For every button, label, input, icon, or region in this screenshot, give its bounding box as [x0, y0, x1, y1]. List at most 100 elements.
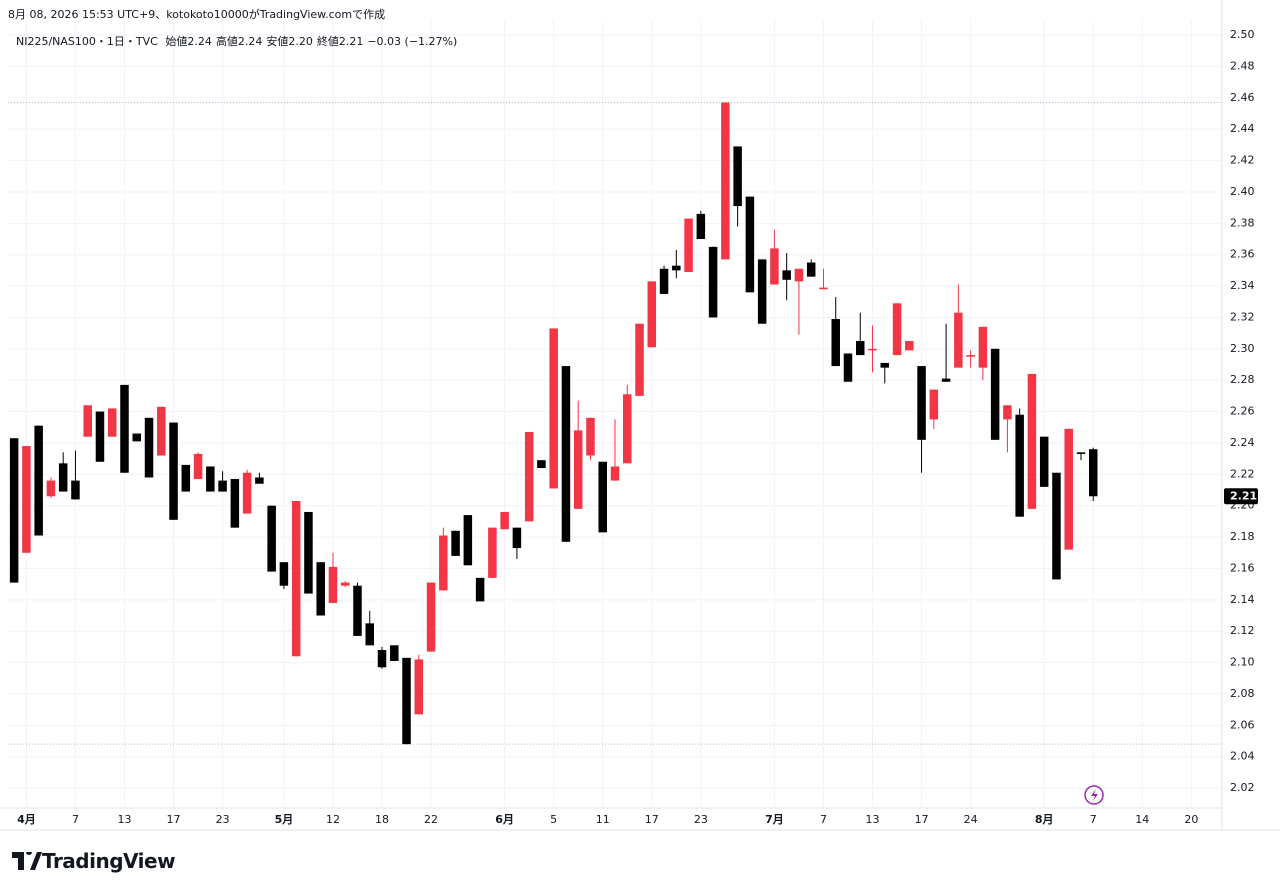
candle-body — [819, 287, 828, 290]
x-tick-label: 7 — [72, 813, 79, 826]
candle-body — [892, 303, 902, 356]
candle-body — [978, 326, 988, 368]
candle-body — [1003, 405, 1012, 420]
candle-body — [990, 348, 1000, 440]
candle-body — [291, 500, 301, 657]
candle-body — [647, 281, 657, 348]
candle-body — [22, 446, 31, 553]
x-tick-label: 18 — [375, 813, 389, 826]
x-tick-label: 8月 — [1035, 813, 1054, 826]
candle-body — [561, 366, 571, 542]
x-tick-label: 17 — [167, 813, 181, 826]
x-tick-label: 7 — [820, 813, 827, 826]
candle-body — [120, 384, 129, 473]
x-tick-label: 23 — [216, 813, 230, 826]
stat-value: 2.24 — [237, 35, 263, 48]
candle-body — [806, 262, 816, 277]
candle-body — [267, 505, 276, 572]
y-tick-label: 2.02 — [1230, 781, 1255, 794]
candle-body — [917, 366, 926, 440]
y-tick-label: 2.18 — [1230, 530, 1255, 543]
candle-body — [402, 657, 411, 745]
candle-body — [193, 453, 203, 480]
candle-body — [868, 348, 877, 351]
candle-body — [439, 535, 448, 591]
candle-body — [304, 511, 313, 594]
candle-body — [659, 268, 669, 294]
replay-icon — [1091, 789, 1098, 801]
x-tick-label: 4月 — [17, 813, 36, 826]
candle-body — [1052, 472, 1061, 580]
y-tick-label: 2.48 — [1230, 59, 1255, 72]
y-tick-label: 2.04 — [1230, 750, 1255, 763]
candle-body — [757, 259, 767, 324]
candle-body — [1027, 373, 1037, 509]
candle-body — [586, 417, 595, 456]
candle-body — [500, 511, 509, 530]
candle-body — [929, 389, 939, 420]
candle-body — [549, 328, 558, 489]
x-tick-label: 11 — [596, 813, 610, 826]
candle-body — [340, 582, 350, 586]
y-tick-label: 2.22 — [1230, 467, 1255, 480]
candle-body — [144, 417, 154, 478]
x-tick-label: 7月 — [765, 813, 784, 826]
candle-body — [1076, 452, 1086, 454]
candle-body — [745, 196, 755, 293]
candle-body — [316, 562, 325, 616]
candle-body — [941, 378, 951, 382]
candle-body — [426, 582, 436, 652]
candle-body — [1088, 449, 1098, 497]
candle-body — [328, 566, 338, 603]
stat-label: 安値 — [266, 35, 289, 48]
candle-body — [610, 466, 620, 481]
y-tick-label: 2.30 — [1230, 342, 1255, 355]
candle-body — [414, 659, 424, 715]
y-tick-label: 2.28 — [1230, 373, 1255, 386]
candle-body — [880, 362, 890, 368]
x-tick-label: 23 — [694, 813, 708, 826]
y-tick-label: 2.16 — [1230, 561, 1255, 574]
candle-body — [353, 585, 362, 636]
candle-body — [696, 213, 706, 240]
y-tick-label: 2.36 — [1230, 248, 1255, 261]
candle-body — [488, 527, 497, 578]
stat-label: 高値 — [215, 35, 238, 48]
candle-body — [733, 146, 742, 207]
x-tick-label: 5 — [550, 813, 557, 826]
candle-body — [1015, 414, 1024, 517]
candle-body — [954, 312, 963, 368]
y-tick-label: 2.34 — [1230, 279, 1255, 292]
y-tick-label: 2.40 — [1230, 185, 1255, 198]
candle-body — [9, 438, 19, 583]
candle-body — [635, 323, 644, 396]
candle-body — [794, 268, 804, 282]
x-tick-label: 22 — [424, 813, 438, 826]
candle-body — [390, 645, 399, 662]
change: −0.03 (−1.27%) — [367, 35, 458, 48]
candle-body — [1039, 436, 1049, 487]
candle-body — [856, 340, 865, 356]
candle-body — [782, 270, 791, 280]
stat-value: 2.24 — [187, 35, 212, 48]
x-tick-label: 5月 — [275, 813, 294, 826]
candle-body — [1064, 428, 1073, 550]
x-tick-label: 6月 — [495, 813, 514, 826]
x-tick-label: 7 — [1090, 813, 1097, 826]
symbol: NI225/NAS100・1日・TVC — [16, 35, 158, 48]
x-tick-label: 17 — [915, 813, 929, 826]
y-tick-label: 2.24 — [1230, 436, 1255, 449]
candle-body — [463, 515, 473, 566]
candle-body — [279, 562, 289, 586]
legend: NI225/NAS100・1日・TVC 始値2.24 高値2.24 安値2.20 終値… — [16, 33, 461, 49]
y-tick-label: 2.50 — [1230, 28, 1255, 41]
stat-value: 2.21 — [338, 35, 364, 48]
y-tick-label: 2.14 — [1230, 593, 1255, 606]
y-tick-label: 2.12 — [1230, 624, 1255, 637]
candle-body — [831, 319, 840, 367]
candle-body — [966, 355, 975, 357]
candle-body — [46, 480, 56, 497]
y-tick-label: 2.42 — [1230, 154, 1255, 167]
last-price-label: 2.21 — [1230, 489, 1257, 502]
